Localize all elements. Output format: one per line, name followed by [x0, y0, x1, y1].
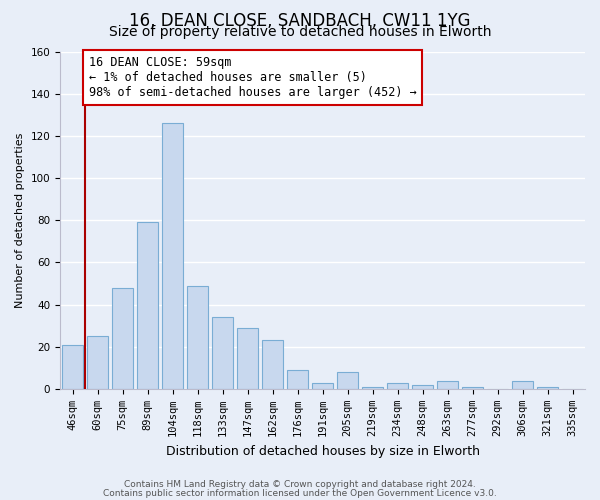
Text: Contains public sector information licensed under the Open Government Licence v3: Contains public sector information licen… — [103, 488, 497, 498]
Text: Contains HM Land Registry data © Crown copyright and database right 2024.: Contains HM Land Registry data © Crown c… — [124, 480, 476, 489]
Bar — [387, 382, 408, 389]
X-axis label: Distribution of detached houses by size in Elworth: Distribution of detached houses by size … — [166, 444, 479, 458]
Bar — [112, 288, 133, 389]
Bar — [87, 336, 108, 389]
Bar — [337, 372, 358, 389]
Bar — [287, 370, 308, 389]
Text: Size of property relative to detached houses in Elworth: Size of property relative to detached ho… — [109, 25, 491, 39]
Bar — [212, 317, 233, 389]
Bar — [62, 344, 83, 389]
Bar — [437, 380, 458, 389]
Bar — [312, 382, 333, 389]
Bar — [262, 340, 283, 389]
Bar — [512, 380, 533, 389]
Y-axis label: Number of detached properties: Number of detached properties — [15, 132, 25, 308]
Text: 16, DEAN CLOSE, SANDBACH, CW11 1YG: 16, DEAN CLOSE, SANDBACH, CW11 1YG — [129, 12, 471, 30]
Bar — [187, 286, 208, 389]
Bar — [162, 123, 183, 389]
Bar — [537, 387, 558, 389]
Bar — [137, 222, 158, 389]
Text: 16 DEAN CLOSE: 59sqm
← 1% of detached houses are smaller (5)
98% of semi-detache: 16 DEAN CLOSE: 59sqm ← 1% of detached ho… — [89, 56, 416, 98]
Bar — [462, 387, 483, 389]
Bar — [412, 384, 433, 389]
Bar — [237, 328, 258, 389]
Bar — [362, 387, 383, 389]
